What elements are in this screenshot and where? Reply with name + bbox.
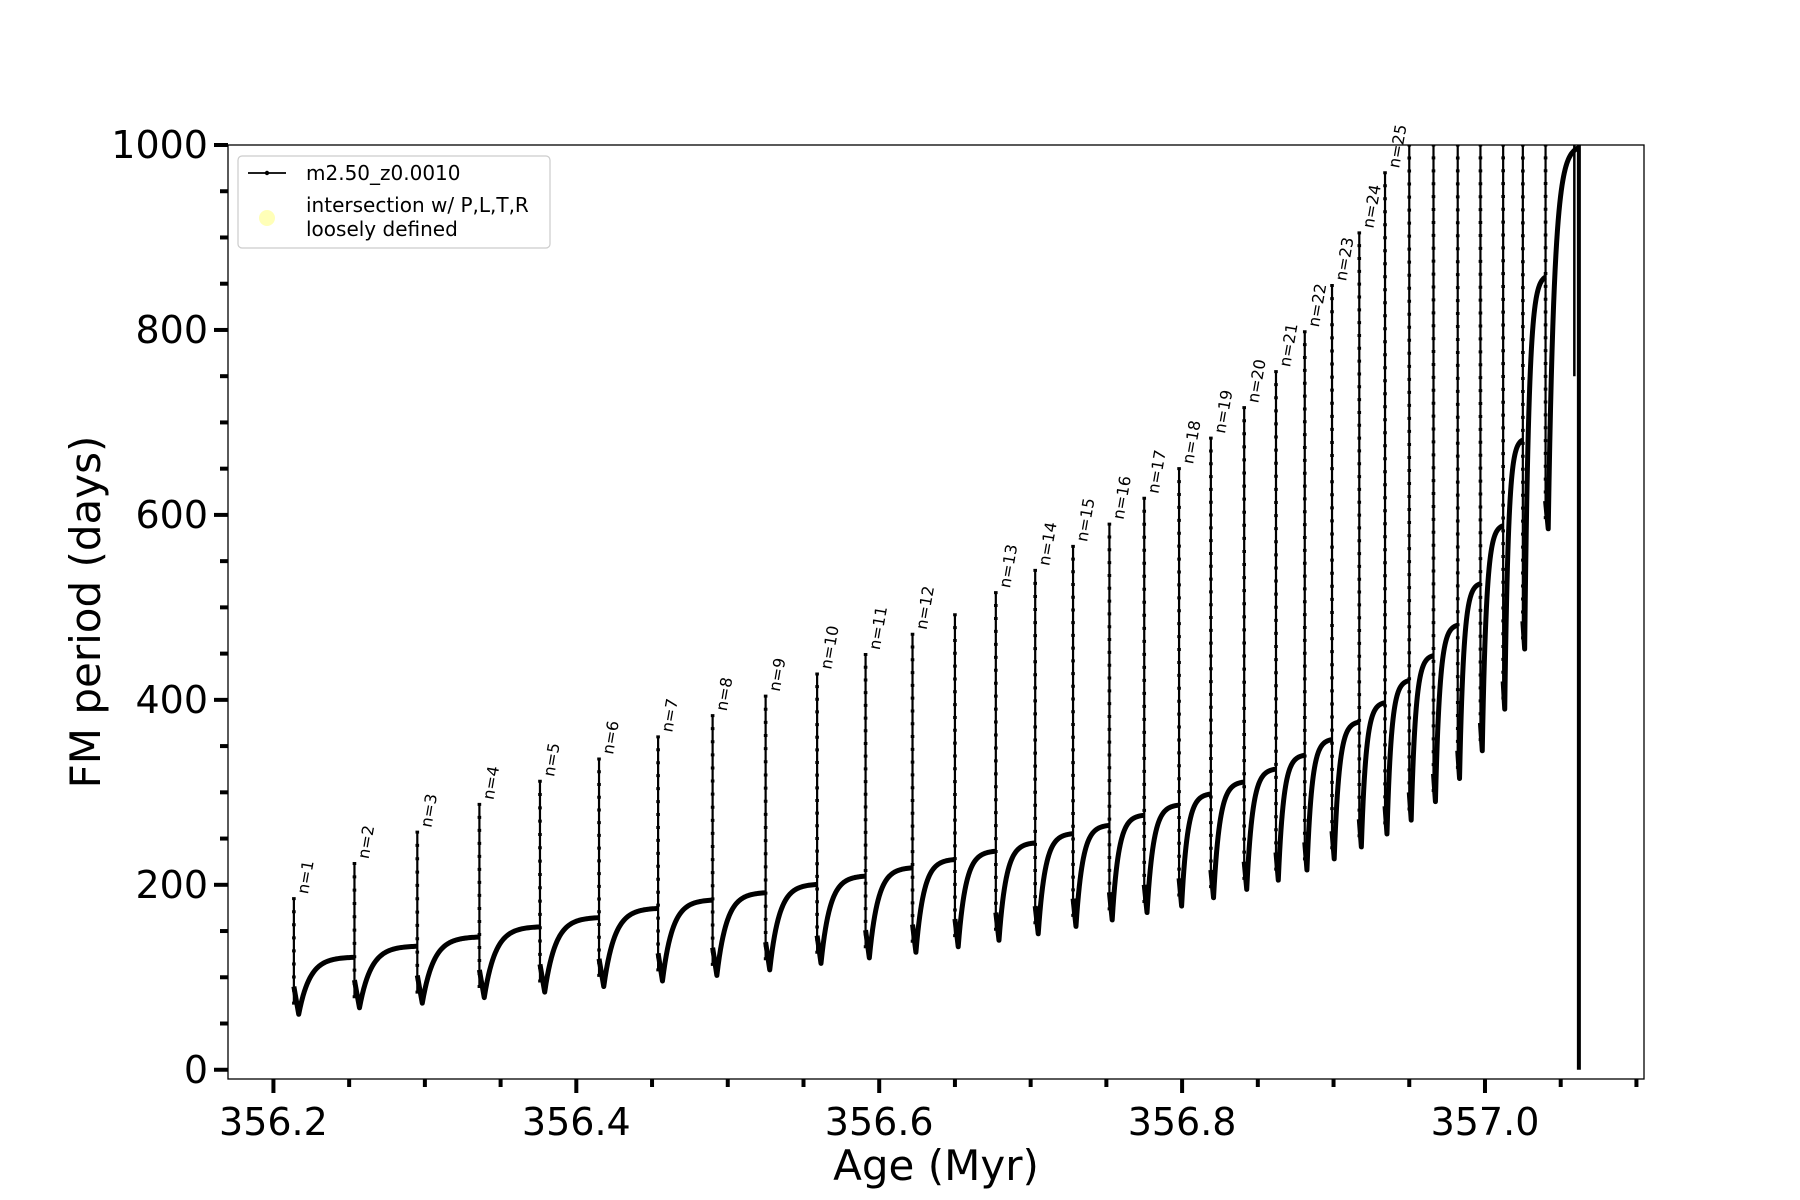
recovery-curve [993, 840, 1037, 943]
recovery-curve [1406, 653, 1436, 823]
recovery-curve [1329, 719, 1362, 862]
recovery-curve [291, 954, 356, 1017]
cycle-label: n=22 [1304, 282, 1330, 329]
cycle-label: n=9 [765, 656, 790, 693]
recovery-curve [910, 857, 957, 955]
recovery-curve [1455, 581, 1483, 781]
recovery-curve [1106, 812, 1146, 923]
x-tick-label: 356.6 [825, 1100, 934, 1144]
cycle-label: n=4 [479, 765, 504, 802]
pulse-spike-dots [710, 714, 715, 966]
x-tick-label: 356.8 [1128, 1100, 1237, 1144]
cycle-label: n=19 [1210, 388, 1236, 435]
y-tick-label: 1000 [111, 123, 208, 167]
y-tick-label: 200 [135, 863, 208, 907]
legend-dot-marker [264, 170, 270, 176]
recovery-curve [655, 897, 714, 984]
recovery-curve [1356, 700, 1387, 850]
pulse-spike-dots [656, 735, 660, 972]
recovery-curve [596, 905, 660, 990]
cycle-label: n=14 [1034, 521, 1060, 568]
cycle-label: n=10 [816, 624, 842, 671]
cycle-label: n=6 [598, 719, 623, 756]
y-tick-label: 0 [184, 1048, 208, 1092]
recovery-curve [710, 890, 767, 978]
recovery-curve [1273, 752, 1307, 883]
cycle-label: n=3 [417, 792, 442, 829]
recovery-curve [952, 848, 998, 950]
recovery-curve [1141, 802, 1181, 916]
recovery-curve [763, 881, 819, 973]
cycle-label: n=24 [1359, 183, 1385, 230]
axes: 0 200 400 600 800 1000 356.2 356.4 356.6 356.8 357… [61, 123, 1645, 1190]
cycle-label: n=11 [865, 605, 891, 652]
recovery-curve [1477, 523, 1506, 754]
cycle-label: n=21 [1275, 322, 1301, 369]
y-axis-label: FM period (days) [61, 436, 110, 789]
recovery-curve [1382, 678, 1412, 837]
recovery-curve [1070, 822, 1112, 929]
recovery-curve [1430, 622, 1460, 805]
recovery-curve [814, 873, 867, 966]
legend-label-intersection-1: intersection w/ P,L,T,R [306, 193, 529, 217]
cycle-label: n=23 [1331, 236, 1357, 283]
x-axis-label: Age (Myr) [833, 1141, 1039, 1190]
cycle-label: n=25 [1384, 123, 1410, 170]
recovery-curve [537, 915, 601, 995]
plot-frame [227, 144, 1645, 1080]
cycle-label: n=12 [912, 584, 938, 631]
recovery-curve [1520, 274, 1548, 652]
cycle-label: n=5 [539, 741, 564, 778]
legend-label-series: m2.50_z0.0010 [306, 161, 461, 185]
recovery-curve [476, 924, 542, 1001]
recovery-curve [414, 934, 481, 1006]
recovery-curve [1241, 766, 1278, 892]
cycle-label: n=13 [995, 543, 1021, 590]
cycle-label: n=1 [293, 859, 318, 896]
y-tick-label: 600 [135, 493, 208, 537]
cycle-label: n=20 [1243, 358, 1269, 405]
cycle-label: n=17 [1143, 448, 1169, 495]
cycle-label: n=18 [1178, 419, 1204, 466]
pulse-spike-dots [994, 591, 998, 931]
cycle-label: n=7 [657, 697, 682, 734]
x-tick-label: 357.0 [1431, 1100, 1540, 1144]
cycle-label: n=2 [354, 824, 379, 861]
pulse-spike-dots [597, 757, 601, 977]
pulse-spike-dots [763, 694, 768, 961]
legend-circle-marker [259, 210, 275, 226]
cycle-label: n=15 [1072, 496, 1098, 543]
x-tick-label: 356.2 [219, 1100, 328, 1144]
recovery-curve [863, 865, 914, 961]
legend-box [237, 155, 551, 249]
recovery-curve [1176, 791, 1213, 909]
plot-area [291, 145, 1581, 1070]
legend: m2.50_z0.0010 intersection w/ P,L,T,Rloos… [237, 155, 551, 249]
cycle-label: n=8 [712, 676, 737, 713]
y-tick-label: 400 [135, 678, 208, 722]
recovery-curve [1302, 737, 1334, 873]
pulse-spike-dots [477, 802, 482, 989]
recovery-curve [1208, 779, 1246, 901]
recovery-curve [1500, 437, 1525, 712]
recovery-curve [1032, 831, 1075, 937]
x-tick-label: 356.4 [522, 1100, 631, 1144]
legend-label-intersection-2: loosely defined [306, 217, 458, 241]
recovery-curve [351, 943, 419, 1011]
y-tick-label: 800 [135, 308, 208, 352]
pulse-spike-dots [1478, 145, 1483, 742]
cycle-label: n=16 [1109, 474, 1135, 521]
